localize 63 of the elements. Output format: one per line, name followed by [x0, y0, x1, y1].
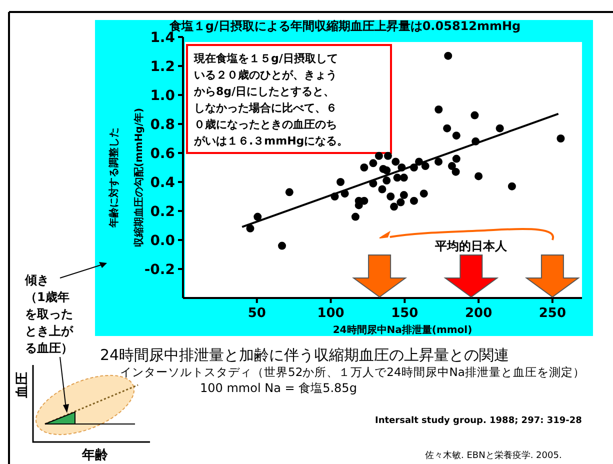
chart-title: 食塩１g/日摂取による年間収縮期血圧上昇量は0.05812mmHg [168, 19, 521, 33]
point [410, 196, 418, 205]
y-tick-label: 0.0 [150, 233, 176, 249]
text: 佐々木敏. EBNと栄養疫学. 2005. [425, 450, 562, 461]
text: 傾き（1歳年を取ったとき上がる血圧） [24, 273, 74, 355]
point [396, 198, 405, 206]
point [420, 190, 428, 198]
point [382, 166, 391, 174]
annotation: 平均的日本人 [434, 239, 508, 253]
point [285, 188, 294, 196]
y-tick-label: 1.2 [150, 59, 175, 75]
point [384, 152, 392, 160]
point [246, 224, 254, 232]
y-tick-label: 1.0 [150, 88, 176, 104]
point [421, 162, 430, 170]
text: 24時間尿中排泄量と加齢に伴う収縮期血圧の上昇量との関連 [100, 346, 510, 364]
point [378, 185, 386, 194]
point [556, 134, 565, 142]
x-tick-label: 250 [538, 306, 566, 321]
point [392, 158, 400, 166]
point [443, 124, 452, 132]
point [434, 106, 443, 114]
x-tick-label: 200 [464, 306, 492, 321]
text: 年齢に対する調整した収縮期血圧の勾配(mmHg/年) [109, 108, 145, 248]
text: 100 mmol Na = 食塩5.85g [200, 381, 357, 395]
point [336, 178, 345, 186]
point [508, 182, 516, 190]
y-tick-label: 0.2 [150, 204, 175, 220]
x-axis-title: 24時間尿中Na排泄量(mmol) [332, 324, 472, 336]
annotation: 現在食塩を１５g/日摂取している２０歳のひとが、きょうから8g/日にしたとすると、しなかった場合に比べて、６０歳になったときの血圧のちがいは１６.３mmHgになる。 [193, 52, 348, 148]
point [390, 202, 398, 211]
point [360, 164, 368, 172]
point [448, 162, 456, 170]
point [393, 174, 402, 182]
y-tick-label: 0.4 [150, 175, 176, 191]
point [452, 168, 460, 176]
point [470, 111, 479, 120]
point [400, 174, 408, 182]
text: 血圧 [15, 372, 30, 399]
point [444, 52, 452, 60]
point [254, 212, 262, 221]
point [434, 158, 443, 166]
y-tick-label: 0.6 [150, 146, 175, 162]
point [351, 212, 360, 221]
text: Intersalt study group. 1988; 297: 319-28 [375, 416, 582, 426]
x-tick-label: 100 [317, 306, 344, 321]
point [452, 132, 460, 140]
y-tick-label: 1.4 [150, 30, 176, 46]
y-tick-label: -0.2 [144, 262, 175, 278]
y-tick-label: 0.8 [150, 117, 175, 133]
text: 年齢 [81, 448, 109, 463]
point [496, 124, 504, 132]
text: インターソルトスタディ（世界52か所、１万人で24時間尿中Na排泄量と血圧を測定） [120, 365, 585, 379]
x-tick-label: 50 [248, 306, 266, 321]
point [369, 159, 378, 168]
x-tick-label: 150 [391, 306, 418, 321]
point [452, 154, 460, 163]
point [474, 172, 483, 180]
point [278, 242, 286, 250]
point [382, 176, 391, 185]
point [386, 192, 395, 200]
point [400, 191, 408, 200]
point [374, 152, 383, 160]
